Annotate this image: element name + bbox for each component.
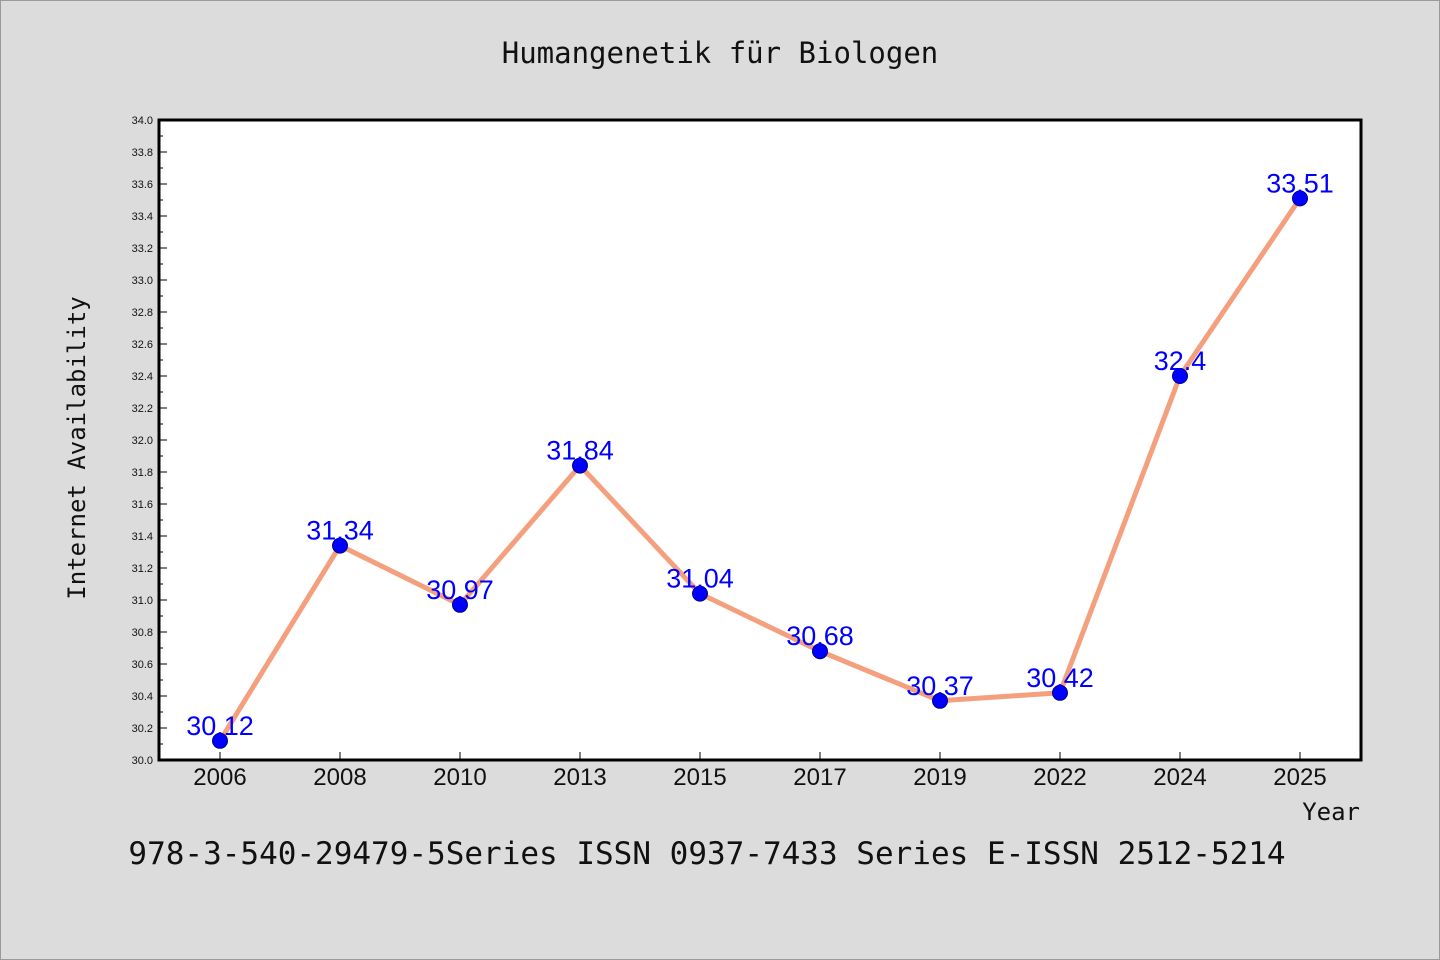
data-label: 30.37 <box>906 671 974 701</box>
y-tick-label: 32.6 <box>132 339 153 351</box>
data-label: 31.34 <box>306 516 374 546</box>
y-tick-label: 30.4 <box>132 691 153 703</box>
data-label: 30.68 <box>786 621 854 651</box>
y-tick-label: 31.0 <box>132 595 153 607</box>
y-tick-label: 30.8 <box>132 627 153 639</box>
data-point <box>932 692 948 709</box>
x-tick-label: 2022 <box>1033 764 1086 791</box>
x-axis: 2006 2008 2010 2013 2015 2017 2019 2022 2024 2025 <box>193 752 1327 791</box>
x-tick-label: 2006 <box>193 764 246 791</box>
data-labels: 30.12 31.34 30.97 31.84 31.04 30.68 30.37 30.42… <box>186 168 1334 740</box>
data-point <box>212 732 228 749</box>
data-point <box>1292 190 1308 207</box>
y-tick-label: 33.8 <box>132 147 153 159</box>
data-label: 30.42 <box>1026 663 1094 693</box>
y-tick-label: 31.2 <box>132 563 153 575</box>
x-tick-label: 2024 <box>1153 764 1206 791</box>
y-tick-label: 31.4 <box>132 531 153 543</box>
y-tick-label: 30.0 <box>132 755 153 767</box>
x-tick-label: 2008 <box>313 764 366 791</box>
chart-title: Humangenetik für Biologen <box>502 36 939 70</box>
data-point <box>692 585 708 602</box>
y-tick-label: 32.4 <box>132 371 153 383</box>
x-tick-label: 2019 <box>913 764 966 791</box>
x-axis-label: Year <box>1302 798 1360 826</box>
data-point <box>1052 684 1068 701</box>
data-label: 30.97 <box>426 575 494 605</box>
plot-area <box>157 118 1363 762</box>
y-tick-label: 34.0 <box>132 115 153 127</box>
x-tick-label: 2015 <box>673 764 726 791</box>
data-point <box>1172 368 1188 384</box>
y-tick-label: 33.4 <box>132 211 153 223</box>
y-axis: 30.0 30.2 30.4 30.6 30.8 31.0 31.2 31.4 31.6 31.8… <box>132 115 167 767</box>
y-tick-label: 32.8 <box>132 307 153 319</box>
data-label: 33.51 <box>1266 168 1334 198</box>
y-tick-label: 33.2 <box>132 243 153 255</box>
data-point <box>572 457 588 474</box>
y-tick-label: 33.0 <box>132 275 153 287</box>
data-label: 31.84 <box>546 436 614 466</box>
series-line <box>217 197 1303 743</box>
data-label: 31.04 <box>666 564 734 594</box>
x-tick-label: 2017 <box>793 764 846 791</box>
data-label: 30.12 <box>186 711 254 741</box>
y-tick-label: 33.6 <box>132 179 153 191</box>
data-label: 32.4 <box>1154 346 1207 376</box>
y-tick-label: 32.0 <box>132 435 153 447</box>
data-point <box>812 643 828 660</box>
footer-isbn-text: 978-3-540-29479-5Series ISSN 0937-7433 S… <box>128 836 1285 872</box>
x-tick-label: 2010 <box>433 764 486 791</box>
x-tick-label: 2025 <box>1273 764 1326 791</box>
data-markers <box>212 190 1308 749</box>
data-point <box>452 596 468 613</box>
y-tick-label: 31.8 <box>132 467 153 479</box>
y-tick-label: 30.6 <box>132 659 153 671</box>
y-tick-label: 32.2 <box>132 403 153 415</box>
x-tick-label: 2013 <box>553 764 606 791</box>
data-point <box>332 537 348 554</box>
y-axis-label: Internet Availability <box>63 296 91 599</box>
y-tick-label: 31.6 <box>132 499 153 511</box>
y-tick-label: 30.2 <box>132 723 153 735</box>
